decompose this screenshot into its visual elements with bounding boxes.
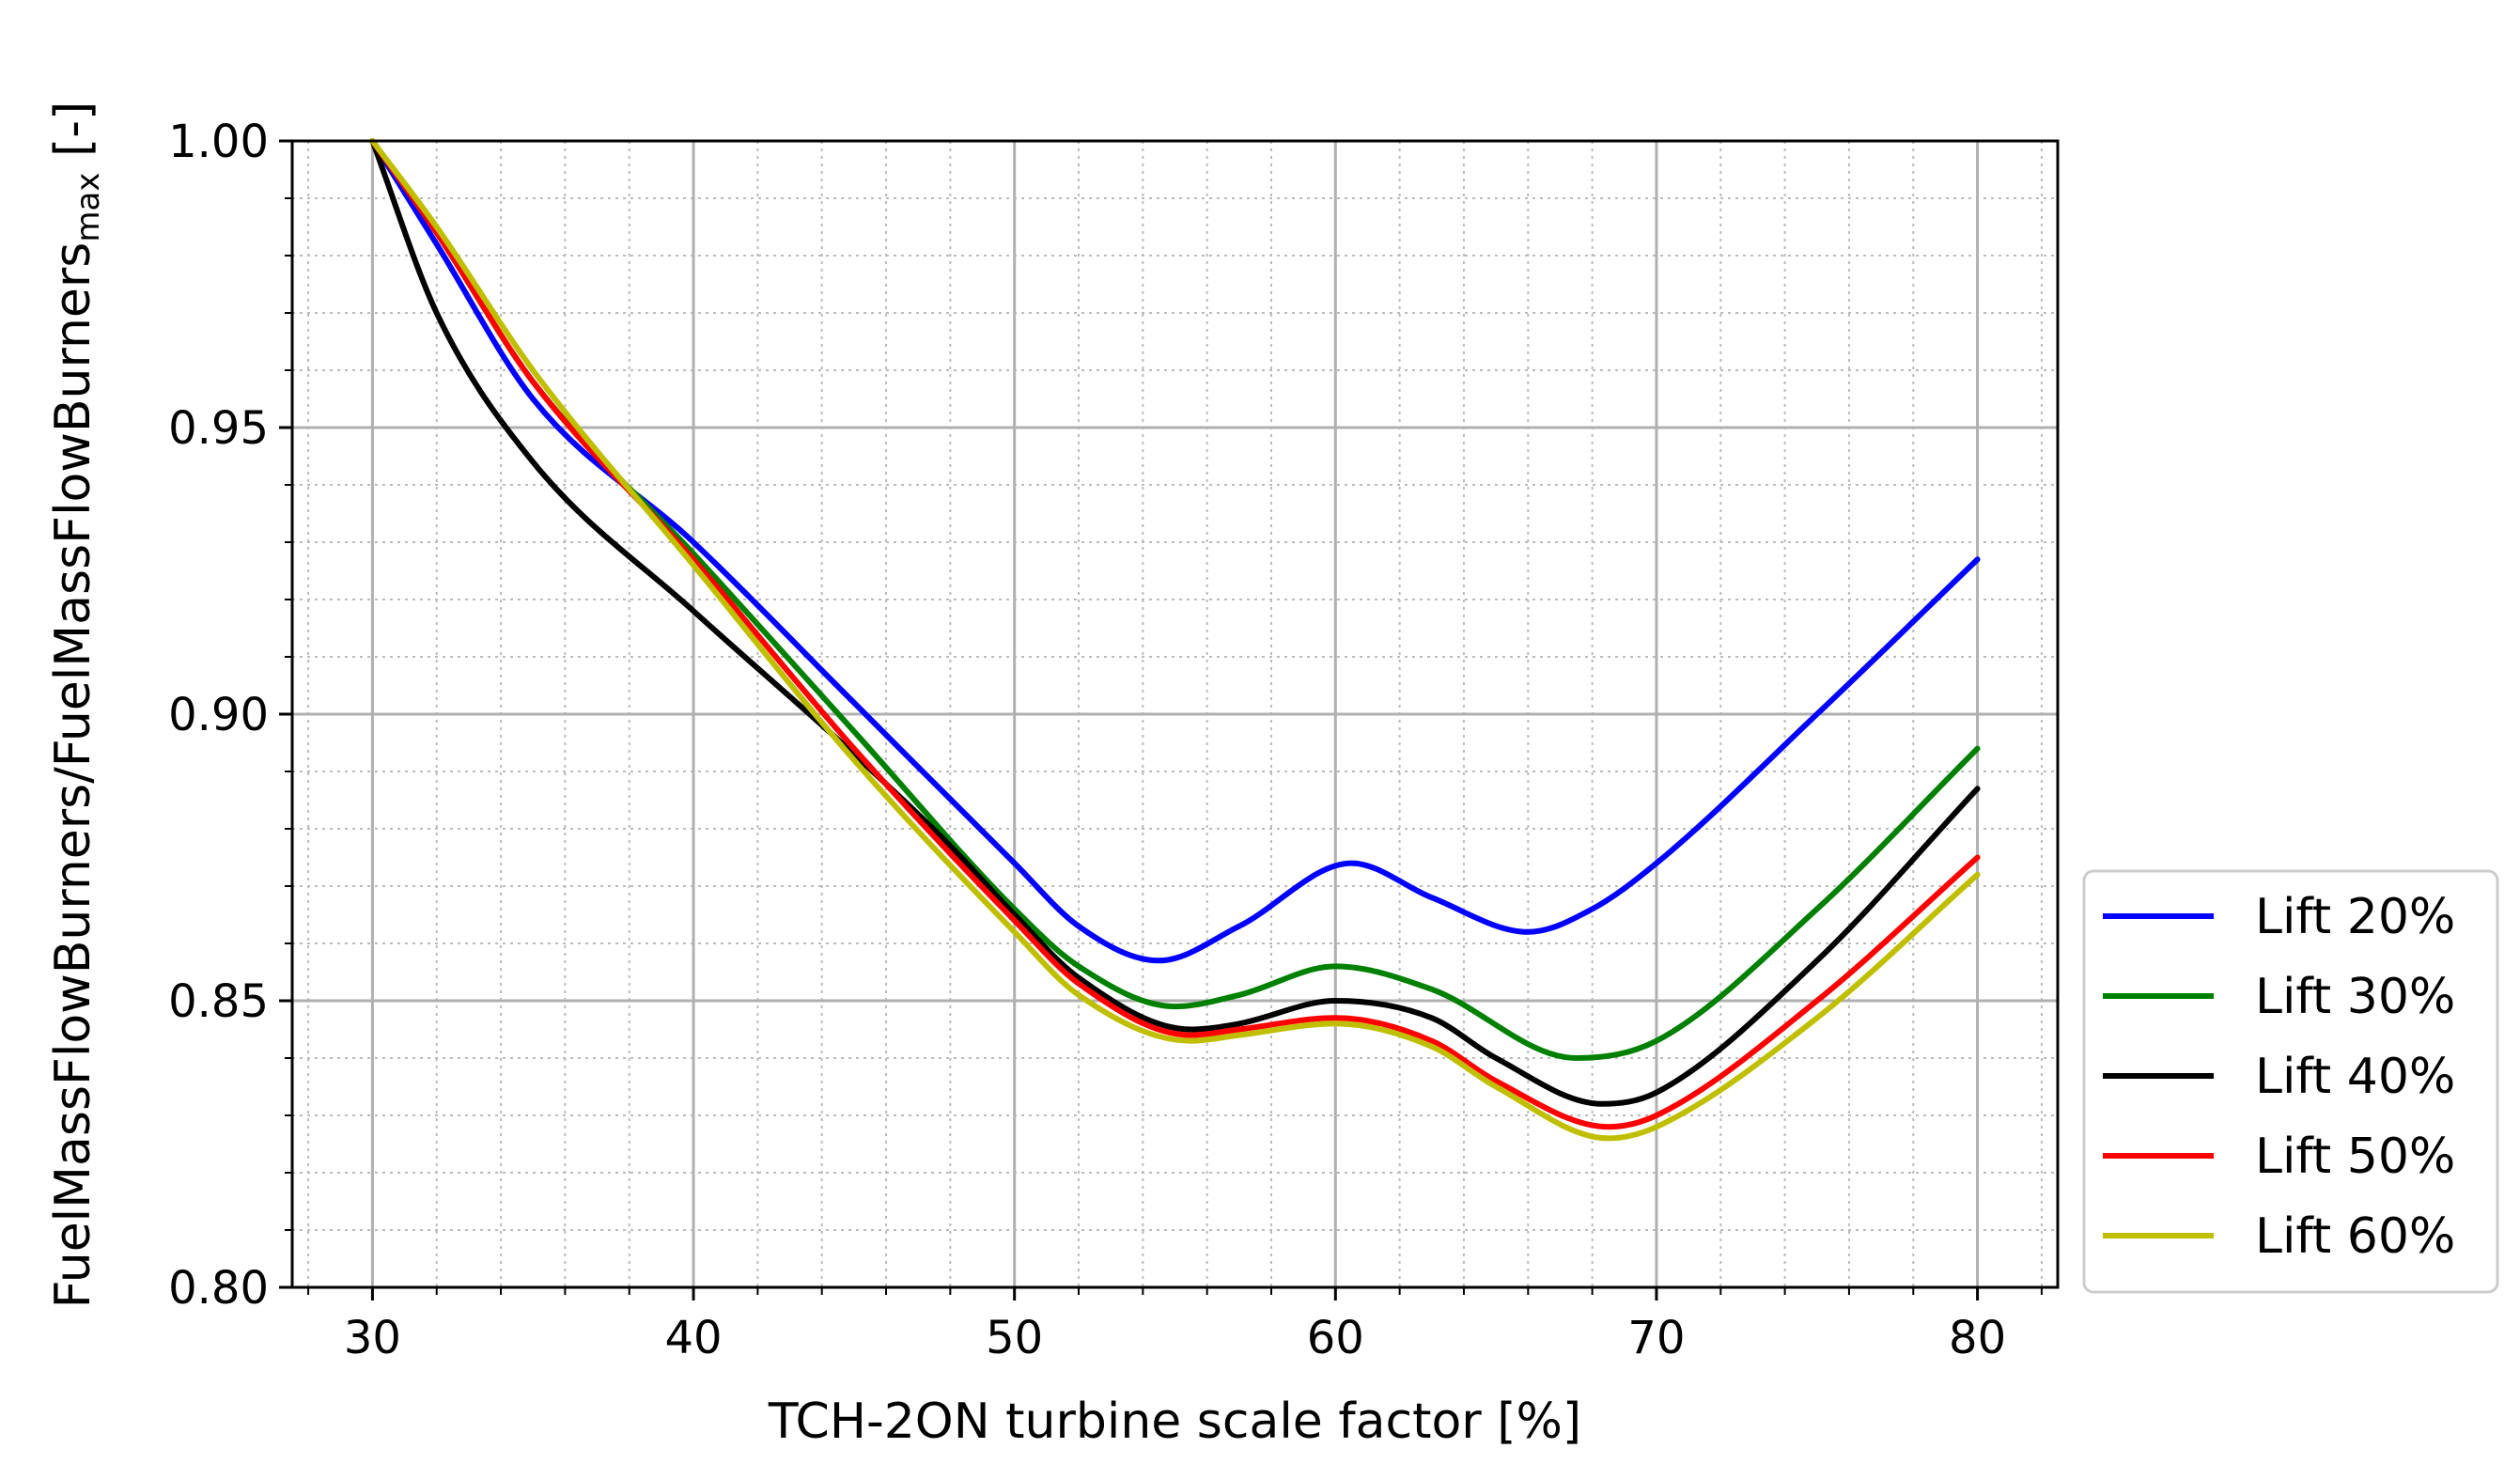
x-tick-label: 30	[344, 1312, 401, 1364]
y-tick-label: 0.85	[168, 975, 269, 1028]
y-tick-label: 1.00	[168, 116, 269, 168]
axis-ticks	[279, 139, 2043, 1300]
series-layer	[369, 138, 1981, 1142]
series-line-lift-20	[369, 138, 1981, 964]
legend-label-lift-60: Lift 60%	[2255, 1208, 2455, 1265]
legend-box	[2082, 869, 2499, 1294]
legend: Lift 20% Lift 30% Lift 40% Lift 50% Lift 60%	[2082, 869, 2499, 1294]
x-axis-label: TCH-2ON turbine scale factor [%]	[768, 1394, 1581, 1450]
legend-label-lift-20: Lift 20%	[2255, 889, 2455, 945]
y-axis-label: FuelMassFlowBurners/FuelMassFlowBurnersm…	[45, 101, 107, 1309]
x-tick-label: 40	[665, 1312, 723, 1364]
x-tick-label: 50	[986, 1312, 1043, 1364]
legend-label-lift-50: Lift 50%	[2255, 1129, 2455, 1185]
y-axis-label-main: FuelMassFlowBurners/FuelMassFlowBurners	[45, 242, 101, 1309]
legend-label-lift-30: Lift 30%	[2255, 969, 2455, 1025]
x-tick-label: 70	[1627, 1312, 1685, 1364]
legend-label-lift-40: Lift 40%	[2255, 1049, 2455, 1105]
y-tick-label: 0.90	[168, 689, 269, 741]
y-tick-label: 0.80	[168, 1262, 269, 1315]
x-tick-label: 80	[1949, 1312, 2006, 1364]
series-line-lift-50	[369, 138, 1981, 1130]
y-axis-label-suffix: [-]	[45, 101, 101, 173]
y-tick-label: 0.95	[168, 402, 269, 455]
x-tick-label: 60	[1307, 1312, 1364, 1364]
series-line-lift-60	[369, 138, 1981, 1142]
series-line-lift-40	[369, 138, 1981, 1107]
y-axis-label-subscript: max	[70, 173, 107, 242]
tick-labels: 30 40 50 60 70 80 0.80 0.85 0.90 0.95 1.00	[168, 116, 2006, 1364]
